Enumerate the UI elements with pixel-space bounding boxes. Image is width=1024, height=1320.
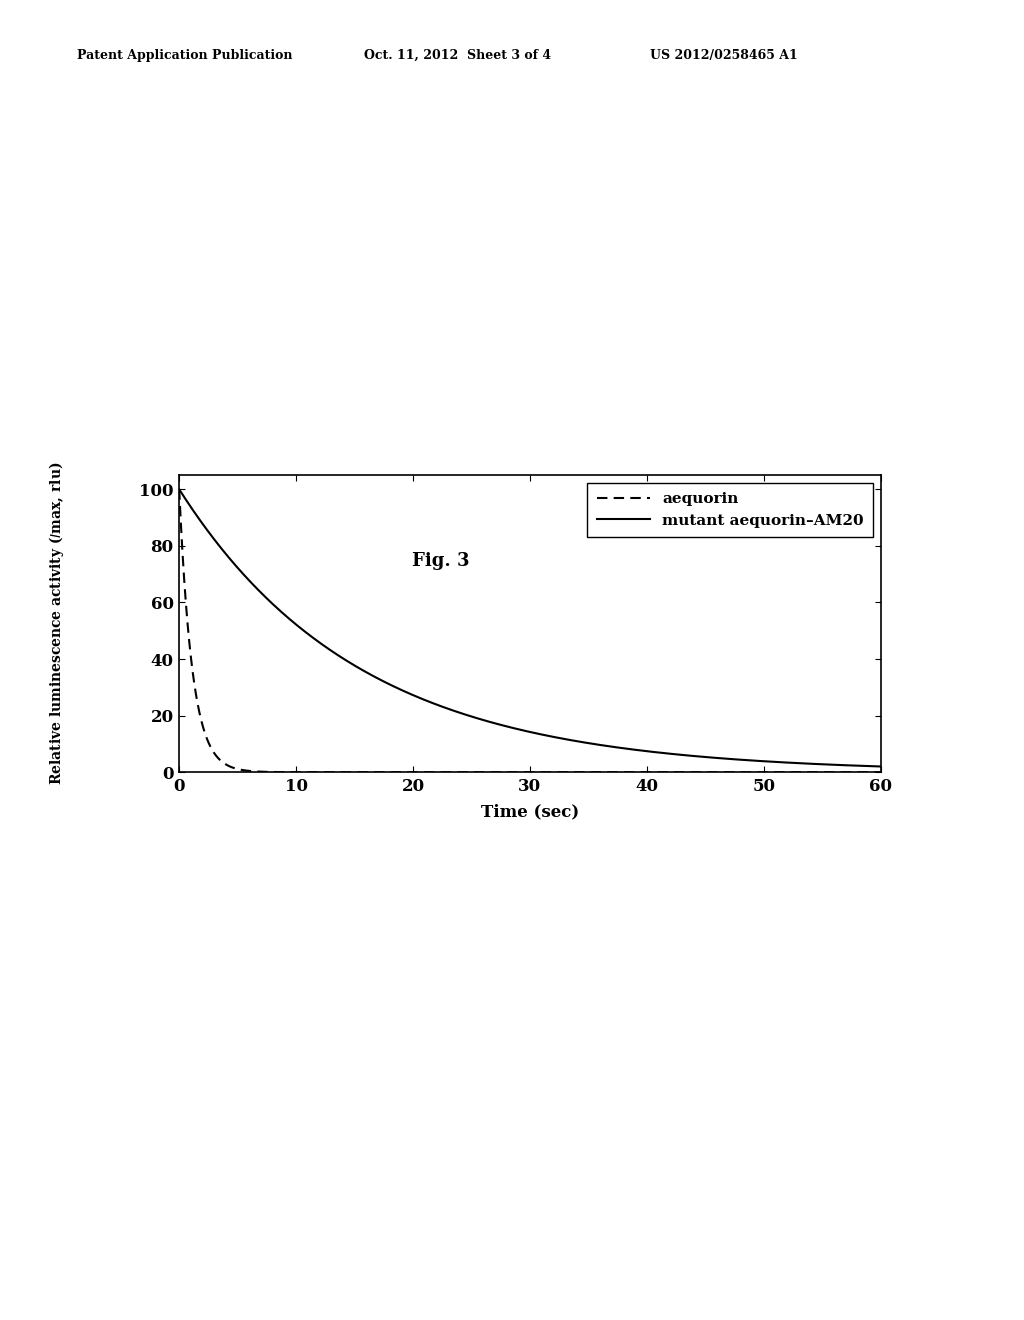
Text: Oct. 11, 2012  Sheet 3 of 4: Oct. 11, 2012 Sheet 3 of 4	[364, 49, 551, 62]
Text: US 2012/0258465 A1: US 2012/0258465 A1	[650, 49, 798, 62]
Legend: aequorin, mutant aequorin–AM20: aequorin, mutant aequorin–AM20	[588, 483, 873, 537]
Text: Fig. 3: Fig. 3	[412, 552, 469, 570]
Text: Patent Application Publication: Patent Application Publication	[77, 49, 292, 62]
Text: Relative luminescence activity ($\it{I}$max, rlu): Relative luminescence activity ($\it{I}$…	[47, 461, 66, 785]
X-axis label: Time (sec): Time (sec)	[481, 803, 579, 820]
